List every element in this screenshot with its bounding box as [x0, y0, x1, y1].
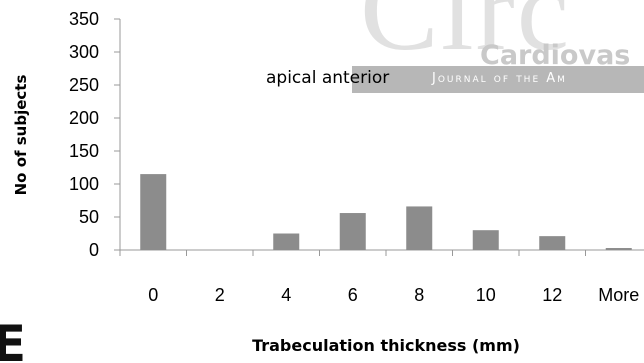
y-axis-label: No of subjects: [12, 75, 30, 196]
x-tick-label: 2: [215, 285, 225, 305]
bar: [539, 236, 566, 250]
journal-band-text: Journal of the Am: [432, 71, 567, 86]
y-tick-label: 150: [69, 141, 99, 161]
bar: [140, 174, 167, 250]
x-tick-labels: 0 2 4 6 8 10 12 More: [148, 285, 639, 305]
y-tick-label: 100: [69, 174, 99, 194]
y-tick-label: 300: [69, 42, 99, 62]
y-tick-label: 0: [89, 240, 99, 260]
x-tick-label: 0: [148, 285, 158, 305]
bar: [273, 233, 300, 250]
journal-subtitle-watermark: Cardiovas: [480, 40, 631, 71]
y-tick-label: 200: [69, 108, 99, 128]
x-tick-label: 12: [542, 285, 562, 305]
bar: [472, 230, 499, 250]
bars: [140, 174, 632, 250]
y-tick-label: 50: [79, 207, 99, 227]
journal-logo-watermark: Circ: [360, 0, 572, 75]
bar: [605, 248, 632, 250]
y-axis: 0 50 100 150 200 250 300 350: [69, 9, 121, 260]
chart-annotation: apical anterior: [266, 68, 389, 88]
bar: [339, 213, 366, 250]
x-tick-label: 4: [281, 285, 291, 305]
bar: [406, 206, 433, 250]
y-tick-label: 250: [69, 75, 99, 95]
x-axis-label: Trabeculation thickness (mm): [252, 336, 520, 355]
x-tick-label: 6: [348, 285, 358, 305]
y-tick-label: 350: [69, 9, 99, 29]
corner-letter-fragment: E: [0, 315, 27, 363]
x-tick-label: 8: [414, 285, 424, 305]
x-tick-label: More: [598, 285, 639, 305]
x-axis: [119, 249, 644, 256]
x-tick-label: 10: [476, 285, 496, 305]
journal-band-watermark: Journal of the Am: [352, 66, 644, 93]
